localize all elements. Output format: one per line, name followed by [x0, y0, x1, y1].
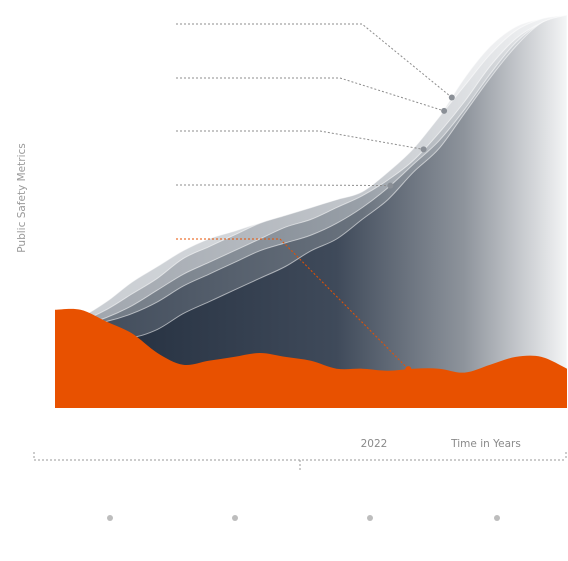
annotation-leader-line	[176, 77, 445, 112]
annotation-point	[420, 146, 427, 153]
annotation-point	[405, 366, 412, 373]
timeline-dot	[367, 515, 373, 521]
x-axis-label: Time in Years	[450, 438, 521, 450]
annotation-leader-line	[176, 184, 391, 187]
annotation-point	[448, 94, 455, 101]
annotation-point	[387, 182, 394, 189]
timeline-bracket	[33, 452, 567, 470]
annotation-point	[441, 107, 448, 114]
timeline-dot	[494, 515, 500, 521]
series-area-1	[54, 14, 568, 409]
timeline-dot	[232, 515, 238, 521]
annotation-leader-line	[176, 23, 453, 98]
timeline-dots	[107, 515, 500, 521]
series-area-0	[55, 308, 567, 408]
y-axis-label: Public Safety Metrics	[16, 143, 28, 252]
annotation-leader-line	[176, 130, 424, 150]
x-tick-label: 2022	[361, 438, 388, 450]
timeline-dot	[107, 515, 113, 521]
annotation-leader-line	[176, 238, 409, 370]
